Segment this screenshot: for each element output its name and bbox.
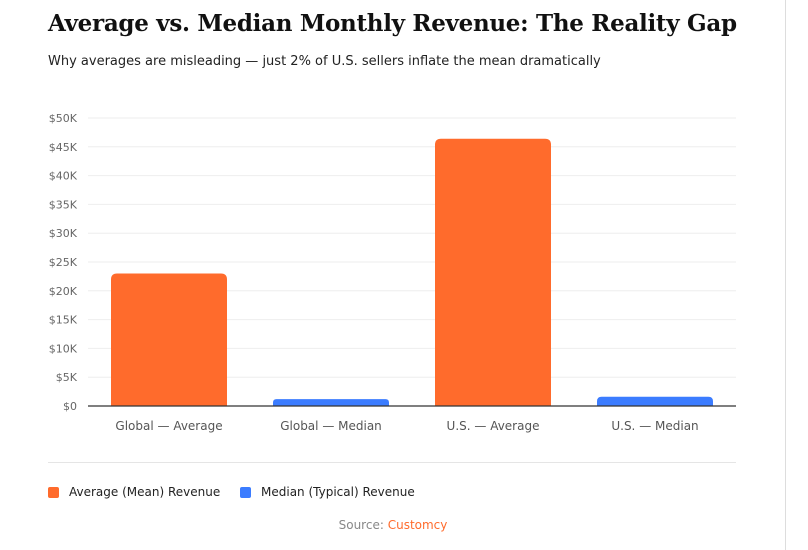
- legend-item-average: Average (Mean) Revenue: [48, 485, 220, 499]
- bar: [435, 138, 551, 406]
- legend-swatch-median: [240, 486, 251, 498]
- y-tick-label: $35K: [49, 198, 78, 211]
- y-tick-label: $45K: [49, 141, 78, 154]
- source-label: Source:: [338, 518, 384, 532]
- y-tick-label: $25K: [49, 256, 78, 269]
- legend-divider: [48, 462, 736, 463]
- x-tick-label: U.S. — Average: [447, 419, 540, 433]
- y-tick-label: $50K: [49, 112, 78, 125]
- y-tick-label: $15K: [49, 314, 78, 327]
- x-tick-label: Global — Median: [280, 419, 382, 433]
- bar: [273, 399, 389, 406]
- bar: [111, 273, 227, 406]
- chart-title: Average vs. Median Monthly Revenue: The …: [48, 10, 737, 37]
- y-tick-label: $0: [63, 400, 77, 413]
- source-link[interactable]: Customcy: [387, 518, 448, 532]
- source-note: Source: Customcy: [0, 518, 786, 532]
- y-tick-label: $20K: [49, 285, 78, 298]
- y-tick-label: $10K: [49, 342, 78, 355]
- page-border: [785, 0, 786, 550]
- y-tick-label: $30K: [49, 227, 78, 240]
- y-tick-label: $5K: [56, 371, 78, 384]
- legend-item-median: Median (Typical) Revenue: [240, 485, 415, 499]
- chart-subtitle: Why averages are misleading — just 2% of…: [48, 54, 601, 69]
- x-tick-label: Global — Average: [115, 419, 222, 433]
- bar-chart: $0 $5K $10K $15K $20K $25K $30K $35K $40K $45K $50…: [49, 112, 736, 433]
- y-tick-label: $40K: [49, 170, 78, 183]
- bar: [597, 396, 713, 406]
- x-tick-label: U.S. — Median: [611, 419, 698, 433]
- legend-swatch-average: [48, 486, 59, 498]
- legend-label-median: Median (Typical) Revenue: [261, 485, 415, 499]
- legend-label-average: Average (Mean) Revenue: [69, 485, 221, 499]
